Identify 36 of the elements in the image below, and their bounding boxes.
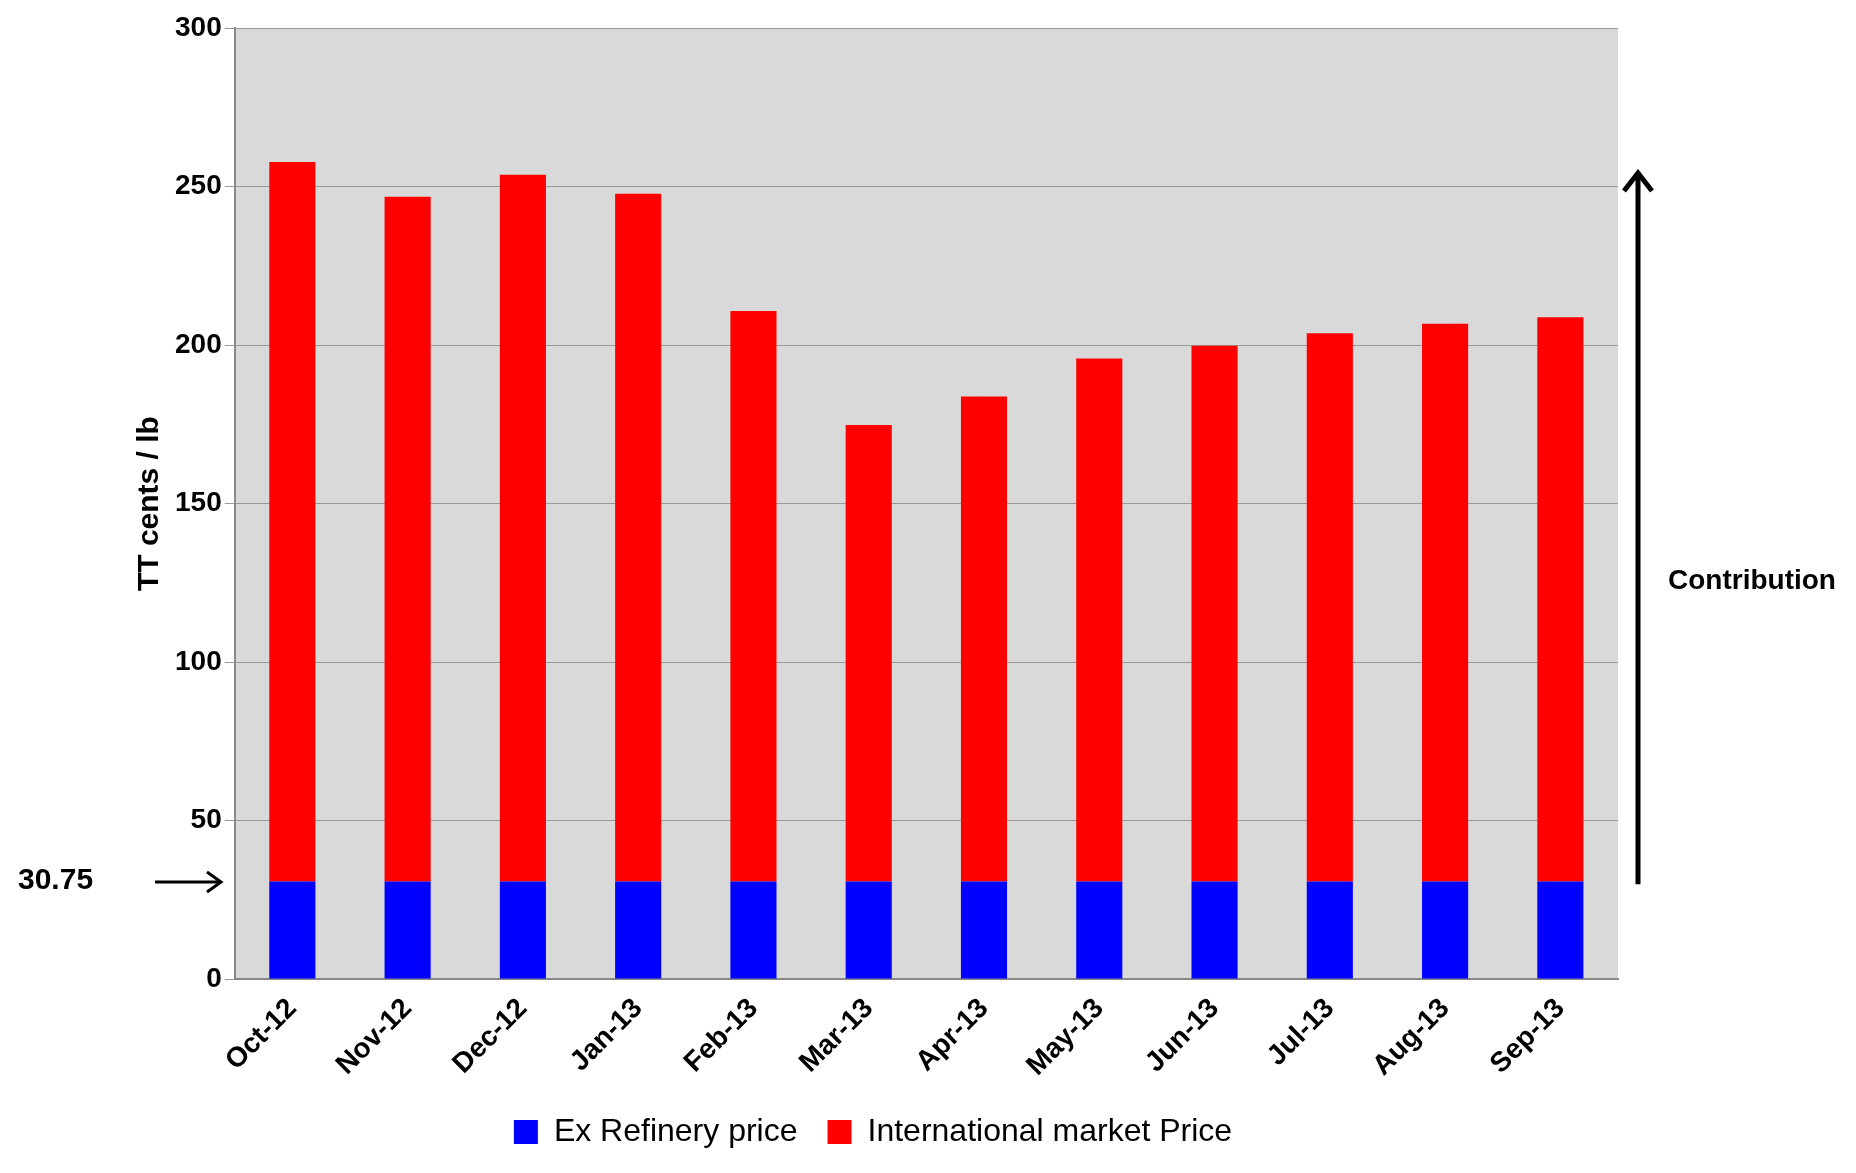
bar	[269, 881, 316, 979]
bar	[1076, 881, 1123, 979]
y-tick-label: 100	[175, 644, 222, 676]
legend-label: Ex Refinery price	[553, 1111, 798, 1148]
bar	[384, 196, 431, 882]
bar	[1537, 317, 1584, 882]
bar	[384, 881, 431, 979]
y-tick-label: 200	[175, 327, 222, 359]
bar	[499, 174, 546, 882]
bar	[960, 396, 1008, 882]
y-axis-title: TT cents / lb	[131, 416, 165, 592]
y-tick-label: 250	[175, 169, 222, 201]
bar	[1306, 333, 1353, 882]
bar	[1076, 358, 1123, 882]
bar	[1422, 881, 1469, 979]
y-tick-label: 300	[175, 10, 222, 42]
y-tick-label: 50	[190, 803, 222, 835]
bar	[1306, 881, 1353, 979]
bar	[845, 425, 892, 882]
bar	[615, 193, 662, 882]
y-tick-label: 150	[175, 486, 222, 518]
bar	[1191, 345, 1238, 882]
bar	[615, 881, 662, 979]
bar	[1191, 881, 1238, 979]
legend-label: International market Price	[867, 1111, 1233, 1148]
text: 30.75	[18, 861, 94, 896]
bar	[960, 881, 1008, 979]
text: Contribution	[1668, 563, 1836, 596]
bar	[1537, 881, 1584, 979]
bar	[499, 881, 546, 979]
bar	[845, 881, 892, 979]
y-tick-label: 0	[206, 961, 222, 993]
bar	[730, 881, 777, 979]
bar	[1422, 323, 1469, 882]
bar	[269, 161, 316, 882]
bar	[730, 310, 777, 882]
